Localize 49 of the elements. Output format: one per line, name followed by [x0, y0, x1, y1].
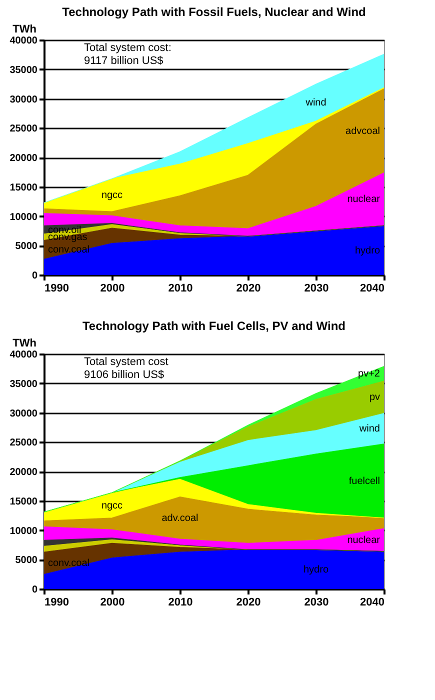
y-tick-label: 25000 — [10, 124, 38, 135]
x-tick-label: 2010 — [168, 596, 193, 608]
x-tick-label: 2010 — [168, 282, 193, 294]
y-tick-label: 15000 — [10, 182, 38, 194]
annotation: Total system cost 9106 billion US$ — [84, 356, 168, 381]
y-axis-title: TWh — [12, 338, 37, 350]
y-tick-label: 20000 — [10, 467, 38, 478]
x-tick-label: 2020 — [236, 282, 261, 294]
x-tick-label: 2020 — [236, 596, 261, 608]
series-label: conv.gas — [48, 232, 88, 244]
x-tick-label: 2030 — [304, 596, 329, 608]
y-tick-label: 30000 — [10, 94, 38, 106]
y-tick-label: 25000 — [10, 438, 38, 449]
series-label: wind — [304, 98, 326, 109]
series-label: pv+2 — [358, 368, 380, 380]
y-tick-label: 15000 — [10, 496, 38, 508]
x-tick-label: 2040 — [360, 282, 384, 294]
x-tick-label: 2040 — [360, 596, 384, 608]
series-label: hydro — [354, 245, 380, 256]
y-tick-label: 5000 — [15, 555, 38, 566]
series-label: adv.coal — [162, 512, 198, 524]
x-tick-label: 2000 — [100, 282, 125, 294]
y-tick-label: 10000 — [10, 526, 38, 537]
chart-title: Technology Path with Fossil Fuels, Nuclear and Wind — [62, 5, 366, 19]
annotation: Total system cost: 9117 billion US$ — [84, 42, 172, 67]
x-tick-label: 2000 — [100, 596, 125, 608]
y-tick-label: 0 — [32, 270, 38, 282]
series-label: ngcc — [101, 500, 123, 512]
y-tick-label: 35000 — [10, 64, 38, 76]
series-label: wind — [358, 424, 380, 435]
x-tick-label: 2030 — [304, 282, 329, 294]
series-label: nuclear — [347, 194, 381, 206]
series-label: pv — [369, 392, 380, 404]
y-tick-label: 5000 — [15, 241, 38, 252]
y-tick-label: 35000 — [10, 378, 38, 390]
series-label: advcoal — [346, 126, 380, 137]
y-tick-label: 20000 — [10, 153, 38, 164]
series-label: nuclear — [347, 534, 381, 546]
x-tick-label: 1990 — [44, 282, 69, 294]
y-tick-label: 0 — [32, 584, 38, 596]
series-label: fuelcell — [348, 476, 380, 487]
y-tick-label: 10000 — [10, 212, 38, 223]
y-tick-label: 40000 — [10, 350, 38, 360]
y-axis-title: TWh — [12, 24, 37, 36]
series-label: ngcc — [101, 190, 123, 202]
y-tick-label: 40000 — [10, 36, 38, 46]
y-tick-label: 30000 — [10, 408, 38, 420]
x-tick-label: 1990 — [44, 596, 69, 608]
chart-title: Technology Path with Fuel Cells, PV and Wind — [82, 319, 346, 333]
